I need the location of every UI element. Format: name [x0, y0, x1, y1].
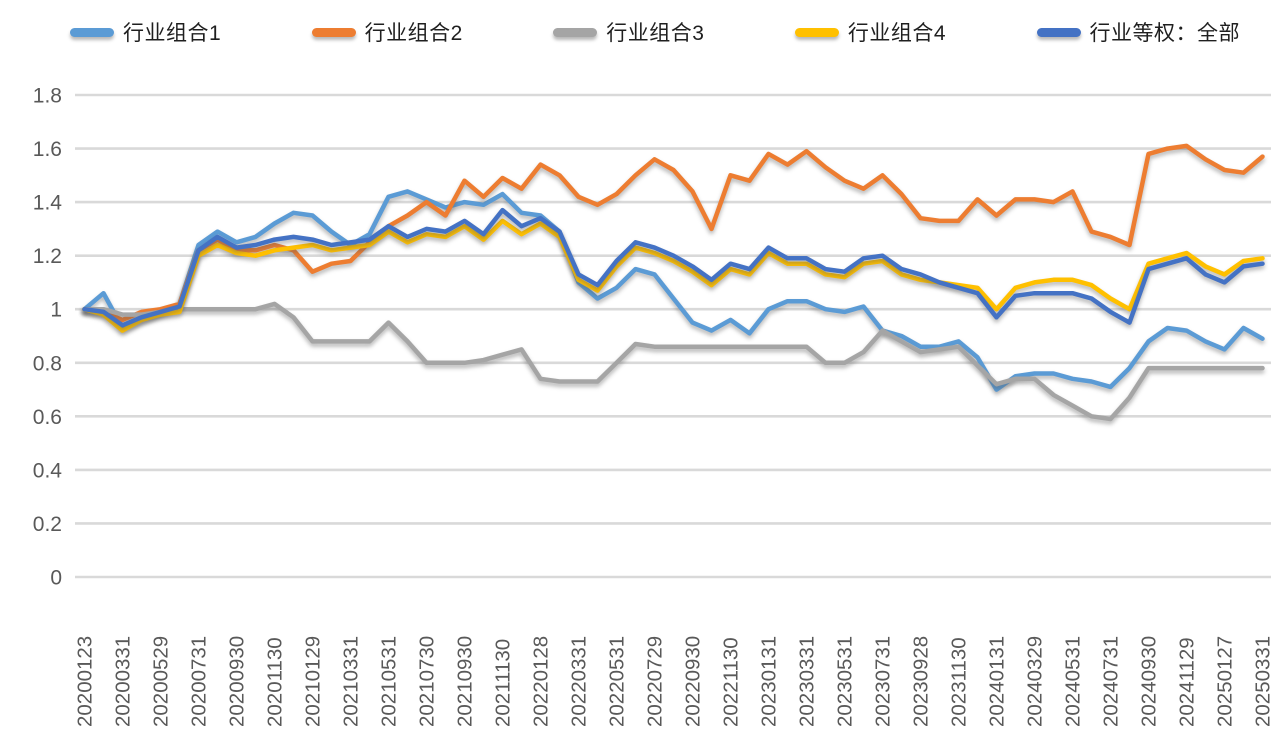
x-tick-label: 20220729 — [644, 636, 667, 727]
y-tick-label: 1 — [50, 299, 62, 322]
x-tick-label: 20240930 — [1138, 636, 1161, 727]
x-tick-label: 20200123 — [74, 636, 97, 727]
legend-swatch-icon — [70, 27, 114, 37]
x-tick-label: 20210930 — [454, 636, 477, 727]
legend-swatch-icon — [553, 27, 598, 37]
x-tick-label: 20210331 — [340, 636, 363, 727]
x-tick-label: 20230531 — [834, 636, 857, 727]
x-tick-label: 20240131 — [986, 636, 1009, 727]
x-tick-label: 20200529 — [150, 636, 173, 727]
x-tick-label: 20211130 — [492, 639, 515, 727]
legend: 行业组合1 行业组合2 行业组合3 行业组合4 行业等权：全部 — [70, 14, 1240, 50]
y-tick-label: 1.6 — [33, 138, 62, 161]
series-line-行业组合3 — [82, 301, 1265, 422]
x-tick-label: 20210531 — [378, 636, 401, 727]
x-tick-label: 20240731 — [1100, 636, 1123, 727]
legend-swatch-icon — [794, 27, 839, 37]
x-tick-label: 20250331 — [1252, 636, 1275, 727]
x-tick-label: 20250127 — [1214, 636, 1237, 727]
gridlines — [75, 93, 1271, 579]
y-tick-label: 0.4 — [33, 459, 63, 482]
x-tick-label: 20231130 — [948, 637, 971, 727]
legend-label: 行业等权：全部 — [1089, 22, 1240, 45]
legend-swatch-icon — [311, 27, 356, 37]
y-tick-label: 1.2 — [33, 245, 62, 268]
x-tick-label: 20230131 — [758, 636, 781, 727]
y-tick-label: 0.8 — [33, 352, 62, 375]
legend-label: 行业组合1 — [123, 22, 222, 45]
series-line-行业等权：全部 — [82, 207, 1265, 328]
series-line-行业组合1 — [82, 189, 1265, 392]
x-tick-label: 20220128 — [530, 636, 553, 727]
x-axis-labels: 20200123 20200331 20200529 20200731 20200930… — [74, 636, 1275, 727]
x-tick-label: 20220930 — [682, 636, 705, 727]
x-tick-label: 20240531 — [1062, 636, 1085, 727]
y-axis-labels: 0 0.2 0.4 0.6 0.8 1 1.2 1.4 1.6 1.8 — [33, 85, 63, 590]
y-tick-label: 0.2 — [33, 513, 62, 536]
x-tick-label: 20200731 — [188, 636, 211, 727]
series-lines — [82, 143, 1265, 422]
x-tick-label: 20221130 — [720, 637, 743, 727]
legend-item-2: 行业组合2 — [311, 17, 463, 47]
x-tick-label: 20210730 — [416, 636, 439, 727]
y-tick-label: 1.8 — [33, 85, 62, 108]
x-tick-label: 20230731 — [872, 636, 895, 727]
legend-item-1: 行业组合1 — [70, 17, 221, 47]
x-tick-label: 20200331 — [112, 636, 135, 727]
y-tick-label: 1.4 — [33, 192, 63, 215]
x-tick-label: 20240329 — [1024, 636, 1047, 727]
series-line-行业组合2 — [82, 143, 1265, 323]
x-tick-label: 20201130 — [264, 637, 287, 727]
series-line-行业组合4 — [82, 218, 1265, 333]
x-tick-label: 20230331 — [796, 636, 819, 727]
x-tick-label: 20230928 — [910, 636, 933, 727]
legend-swatch-icon — [1036, 27, 1081, 37]
x-tick-label: 20200930 — [226, 636, 249, 727]
y-tick-label: 0.6 — [33, 406, 62, 429]
legend-label: 行业组合2 — [364, 22, 463, 45]
legend-item-3: 行业组合3 — [553, 17, 704, 47]
legend-label: 行业组合3 — [606, 22, 705, 45]
x-tick-label: 20220331 — [568, 636, 591, 727]
y-tick-label: 0 — [50, 567, 62, 590]
legend-item-5: 行业等权：全部 — [1036, 17, 1241, 47]
legend-item-4: 行业组合4 — [794, 17, 947, 47]
x-tick-label: 20220531 — [606, 636, 629, 727]
x-tick-label: 20210129 — [302, 636, 325, 727]
legend-label: 行业组合4 — [847, 22, 947, 45]
x-tick-label: 20241129 — [1176, 637, 1199, 727]
